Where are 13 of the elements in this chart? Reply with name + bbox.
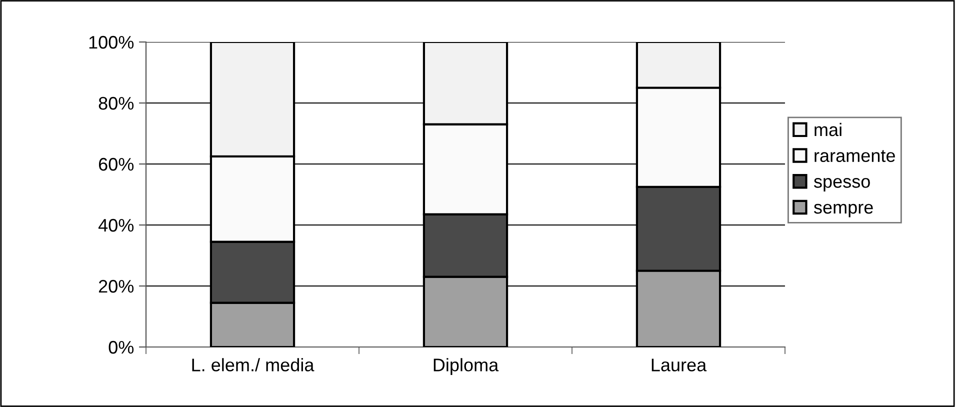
legend-label: mai — [814, 122, 842, 136]
y-tick-label: 40% — [98, 218, 134, 232]
y-tick-label: 0% — [108, 340, 134, 354]
legend-label: sempre — [814, 204, 873, 218]
legend-label: raramente — [814, 150, 895, 162]
legend-label: spesso — [814, 178, 870, 192]
x-tick-label: Laurea — [652, 358, 707, 372]
y-tick-label: 20% — [98, 280, 134, 293]
x-tick-label: L. elem./ media — [192, 358, 314, 372]
y-tick-label: 60% — [98, 158, 134, 171]
y-tick-label: 80% — [98, 96, 134, 110]
y-tick-label: 100% — [89, 36, 134, 49]
x-tick-label: Diploma — [434, 358, 499, 375]
